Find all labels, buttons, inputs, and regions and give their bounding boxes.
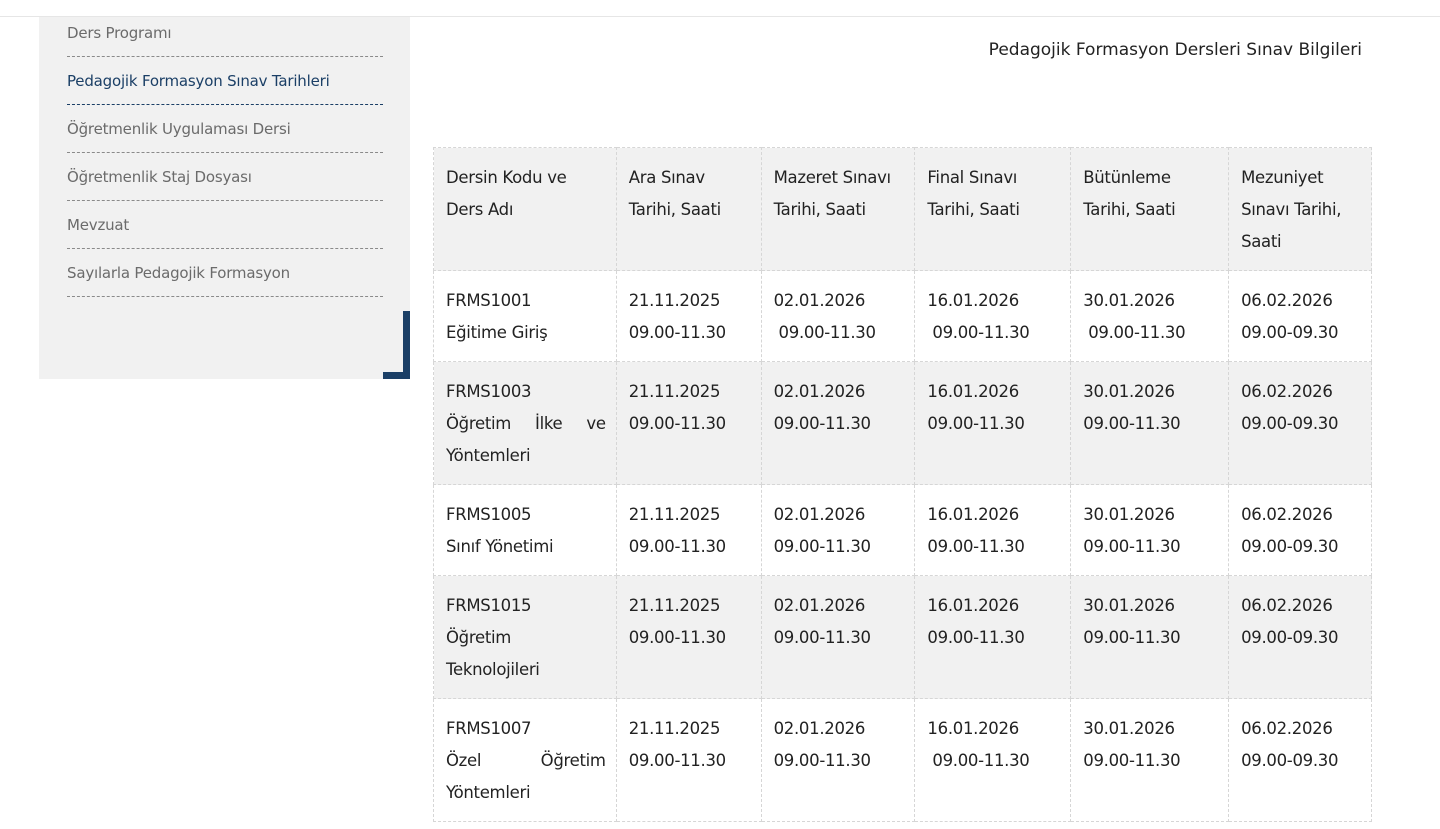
cell-graduation: 06.02.2026 09.00-09.30 — [1228, 270, 1372, 362]
cell-midterm: 21.11.2025 09.00-11.30 — [615, 698, 762, 822]
cell-graduation: 06.02.2026 09.00-09.30 — [1228, 698, 1372, 822]
cell-resit: 30.01.2026 09.00-11.30 — [1070, 270, 1230, 362]
table-header-row: Dersin Kodu ve Ders Adı Ara Sınav Tarihi… — [433, 147, 1372, 271]
cell-resit: 30.01.2026 09.00-11.30 — [1070, 575, 1230, 699]
cell-midterm: 21.11.2025 09.00-11.30 — [615, 484, 762, 576]
cell-makeup: 02.01.2026 09.00-11.30 — [760, 698, 916, 822]
cell-course: FRMS1015 Öğretim Teknolojileri — [433, 575, 617, 699]
col-header-resit: Bütünleme Tarihi, Saati — [1070, 147, 1230, 271]
cell-course: FRMS1003 Öğretim İlke ve Yöntemleri — [433, 361, 617, 485]
sidebar-menu: Ders Programı Pedagojik Formasyon Sınav … — [39, 17, 410, 379]
sidebar-item-mevzuat[interactable]: Mevzuat — [67, 209, 383, 249]
cell-midterm: 21.11.2025 09.00-11.30 — [615, 270, 762, 362]
cell-graduation: 06.02.2026 09.00-09.30 — [1228, 575, 1372, 699]
page-title: Pedagojik Formasyon Dersleri Sınav Bilgi… — [988, 40, 1362, 60]
col-header-makeup: Mazeret Sınavı Tarihi, Saati — [760, 147, 916, 271]
cell-resit: 30.01.2026 09.00-11.30 — [1070, 698, 1230, 822]
cell-makeup: 02.01.2026 09.00-11.30 — [760, 270, 916, 362]
sidebar-item-sinav-tarihleri[interactable]: Pedagojik Formasyon Sınav Tarihleri — [67, 65, 383, 105]
cell-final: 16.01.2026 09.00-11.30 — [914, 361, 1072, 485]
cell-midterm: 21.11.2025 09.00-11.30 — [615, 361, 762, 485]
col-header-graduation: Mezuniyet Sınavı Tarihi, Saati — [1228, 147, 1372, 271]
sidebar-item-staj-dosyasi[interactable]: Öğretmenlik Staj Dosyası — [67, 161, 383, 201]
cell-course: FRMS1005 Sınıf Yönetimi — [433, 484, 617, 576]
col-header-midterm: Ara Sınav Tarihi, Saati — [615, 147, 762, 271]
cell-makeup: 02.01.2026 09.00-11.30 — [760, 484, 916, 576]
sidebar-item-ogretmenlik-uygulamasi[interactable]: Öğretmenlik Uygulaması Dersi — [67, 113, 383, 153]
cell-course: FRMS1001 Eğitime Giriş — [433, 270, 617, 362]
table-row: FRMS1005 Sınıf Yönetimi 21.11.2025 09.00-… — [433, 484, 1372, 576]
table-row: FRMS1003 Öğretim İlke ve Yöntemleri 21.11… — [433, 361, 1372, 485]
cell-resit: 30.01.2026 09.00-11.30 — [1070, 361, 1230, 485]
cell-course: FRMS1007 Özel Öğretim Yöntemleri — [433, 698, 617, 822]
cell-final: 16.01.2026 09.00-11.30 — [914, 270, 1072, 362]
col-header-final: Final Sınavı Tarihi, Saati — [914, 147, 1072, 271]
exam-schedule-table: Dersin Kodu ve Ders Adı Ara Sınav Tarihi… — [433, 147, 1372, 822]
table-row: FRMS1007 Özel Öğretim Yöntemleri 21.11.20… — [433, 698, 1372, 822]
table-row: FRMS1001 Eğitime Giriş 21.11.2025 09.00-1… — [433, 270, 1372, 362]
table-row: FRMS1015 Öğretim Teknolojileri 21.11.2025… — [433, 575, 1372, 699]
cell-resit: 30.01.2026 09.00-11.30 — [1070, 484, 1230, 576]
cell-graduation: 06.02.2026 09.00-09.30 — [1228, 361, 1372, 485]
header-divider — [0, 16, 1440, 17]
col-header-course: Dersin Kodu ve Ders Adı — [433, 147, 617, 271]
cell-graduation: 06.02.2026 09.00-09.30 — [1228, 484, 1372, 576]
cell-final: 16.01.2026 09.00-11.30 — [914, 698, 1072, 822]
sidebar-corner-accent — [383, 311, 410, 379]
sidebar-item-sayilarla[interactable]: Sayılarla Pedagojik Formasyon — [67, 257, 383, 297]
cell-final: 16.01.2026 09.00-11.30 — [914, 575, 1072, 699]
cell-midterm: 21.11.2025 09.00-11.30 — [615, 575, 762, 699]
cell-final: 16.01.2026 09.00-11.30 — [914, 484, 1072, 576]
sidebar-item-ders-programi[interactable]: Ders Programı — [67, 17, 383, 57]
cell-makeup: 02.01.2026 09.00-11.30 — [760, 361, 916, 485]
cell-makeup: 02.01.2026 09.00-11.30 — [760, 575, 916, 699]
